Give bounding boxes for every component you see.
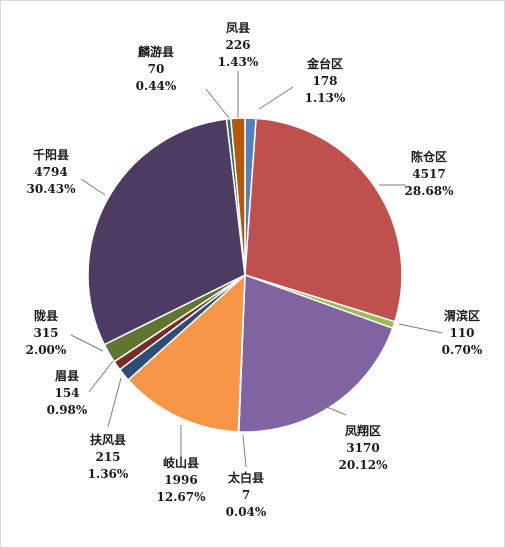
- pie-slice-3: [238, 273, 394, 433]
- slice-label-name-8: 陇县: [34, 308, 58, 323]
- slice-label-name-3: 凤翔区: [345, 423, 381, 438]
- slice-label-percent-2: 0.70%: [442, 343, 483, 357]
- leader-line-3: [316, 402, 347, 416]
- slice-label-value-5: 1996: [164, 473, 197, 487]
- leader-line-2: [398, 323, 443, 334]
- slice-label-8: 陇县 315 2.00%: [26, 308, 67, 357]
- slice-label-name-2: 渭滨区: [444, 308, 480, 323]
- slice-label-value-1: 4517: [412, 167, 445, 181]
- slice-label-5: 岐山县 1996 12.67%: [157, 455, 207, 504]
- slice-label-7: 眉县 154 0.98%: [47, 369, 88, 417]
- slice-label-0: 金台区 178 1.13%: [305, 56, 346, 105]
- slice-label-name-9: 千阳县: [33, 147, 69, 162]
- slice-label-percent-8: 2.00%: [26, 343, 67, 357]
- slice-label-1: 陈仓区 4517 28.68%: [405, 149, 455, 198]
- slice-label-name-0: 金台区: [306, 56, 343, 71]
- slice-label-value-9: 4794: [34, 165, 67, 179]
- slice-label-name-6: 扶风县: [90, 432, 126, 447]
- slice-label-name-11: 凤县: [226, 21, 250, 35]
- leader-line-0: [258, 86, 294, 110]
- slice-label-percent-9: 30.43%: [27, 182, 77, 196]
- slice-label-percent-7: 0.98%: [47, 403, 88, 417]
- slice-label-4: 太白县 7 0.04%: [226, 470, 267, 519]
- slice-label-6: 扶风县 215 1.36%: [88, 432, 129, 481]
- slice-label-value-7: 154: [54, 386, 79, 400]
- slice-label-percent-5: 12.67%: [157, 490, 207, 504]
- pie-slice-11: [230, 117, 246, 276]
- pie-slice-5: [127, 273, 246, 433]
- slice-label-name-1: 陈仓区: [411, 149, 447, 164]
- slice-label-name-7: 眉县: [55, 369, 79, 383]
- slice-label-name-5: 岐山县: [163, 455, 199, 470]
- slice-label-percent-3: 20.12%: [339, 458, 389, 472]
- slice-label-value-10: 70: [148, 62, 165, 76]
- leader-line-10: [205, 88, 230, 119]
- slice-label-11: 凤县 226 1.43%: [218, 21, 259, 69]
- slice-label-percent-4: 0.04%: [226, 505, 267, 519]
- leader-line-9: [80, 178, 106, 196]
- slice-label-name-10: 麟游县: [138, 44, 174, 59]
- leader-line-6: [107, 377, 122, 428]
- slice-label-percent-10: 0.44%: [136, 79, 177, 93]
- leader-line-8: [70, 334, 104, 352]
- slice-label-percent-1: 28.68%: [405, 184, 455, 198]
- slice-label-value-2: 110: [449, 326, 474, 340]
- slice-label-value-0: 178: [312, 74, 337, 88]
- slice-label-percent-6: 1.36%: [88, 467, 129, 481]
- slice-label-2: 渭滨区 110 0.70%: [442, 308, 483, 357]
- pie-slice-1: [244, 117, 403, 323]
- leader-line-4: [242, 434, 247, 468]
- slice-label-10: 麟游县 70 0.44%: [136, 44, 177, 93]
- slice-label-value-6: 215: [95, 450, 120, 464]
- pie-slice-9: [87, 118, 246, 346]
- slice-label-value-8: 315: [33, 326, 58, 340]
- slice-label-3: 凤翔区 3170 20.12%: [339, 423, 389, 472]
- slice-label-name-4: 太白县: [228, 470, 264, 485]
- leader-line-7: [88, 360, 114, 393]
- slice-label-percent-0: 1.13%: [305, 91, 346, 105]
- slice-label-value-3: 3170: [346, 441, 379, 455]
- slice-label-value-4: 7: [242, 488, 250, 502]
- slice-label-value-11: 226: [225, 38, 250, 52]
- slice-label-percent-11: 1.43%: [218, 55, 259, 69]
- slice-label-9: 千阳县 4794 30.43%: [27, 147, 77, 196]
